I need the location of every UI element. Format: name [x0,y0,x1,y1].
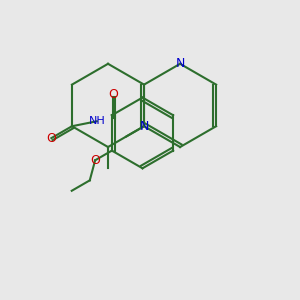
Text: N: N [140,120,149,133]
Text: NH: NH [88,116,105,126]
Text: N: N [176,57,185,70]
Text: O: O [46,132,56,145]
Text: O: O [90,154,100,167]
Text: O: O [108,88,118,101]
